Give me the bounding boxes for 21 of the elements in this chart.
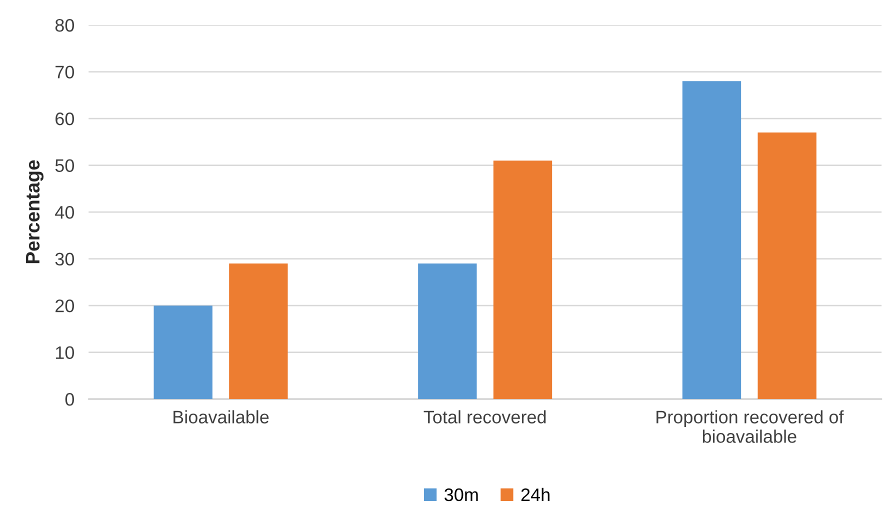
- y-tick-label: 20: [56, 300, 74, 312]
- bar: [493, 160, 552, 400]
- y-axis-title: Percentage: [26, 160, 44, 264]
- y-tick-label: 60: [56, 112, 74, 126]
- y-tick-label: 30: [55, 252, 74, 266]
- x-tick-label: Total recovered: [424, 410, 546, 424]
- legend-label: 24h: [521, 488, 550, 502]
- y-tick-label: 70: [56, 66, 74, 78]
- y-tick-label: 40: [55, 206, 74, 219]
- y-tick-label: 10: [56, 346, 74, 360]
- bar: [418, 263, 477, 400]
- legend-label: 30m: [444, 488, 478, 502]
- bar: [758, 132, 816, 400]
- bar: [154, 306, 212, 400]
- bar: [682, 81, 742, 400]
- x-tick-label: Bioavailable: [174, 410, 269, 424]
- y-tick-label: 80: [55, 18, 74, 32]
- bar: [229, 263, 288, 400]
- y-tick-label: 50: [55, 159, 74, 172]
- x-tick-label: Proportion recovered of bioavailable: [656, 410, 844, 443]
- y-tick-label: 0: [65, 393, 74, 406]
